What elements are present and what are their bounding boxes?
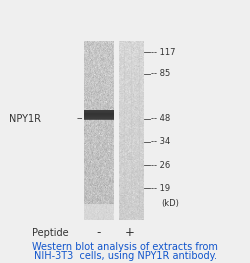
Text: Peptide: Peptide [32,228,68,238]
Text: NPY1R: NPY1R [9,114,41,124]
Text: (kD): (kD) [161,199,179,208]
Text: -: - [96,226,101,239]
Text: -- 85: -- 85 [151,69,171,78]
Text: Western blot analysis of extracts from: Western blot analysis of extracts from [32,242,218,252]
Text: -- 19: -- 19 [151,184,171,193]
Text: --: -- [76,114,83,123]
Text: NIH-3T3  cells, using NPY1R antibody.: NIH-3T3 cells, using NPY1R antibody. [34,251,216,261]
Text: -- 117: -- 117 [151,48,176,57]
Text: +: + [124,226,134,239]
Text: -- 34: -- 34 [151,137,171,146]
Bar [84,204,114,220]
Text: -- 48: -- 48 [151,114,171,123]
Text: -- 26: -- 26 [151,160,171,170]
